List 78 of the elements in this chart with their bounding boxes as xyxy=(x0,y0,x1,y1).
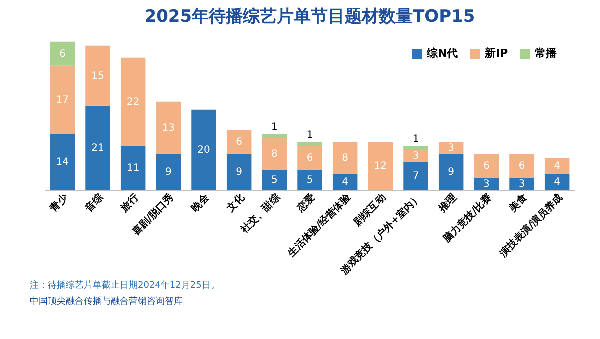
data-label: 5 xyxy=(306,174,314,186)
data-label: 6 xyxy=(236,136,243,148)
bar xyxy=(226,154,252,190)
x-tick-label: 晚会 xyxy=(189,191,212,214)
data-label: 6 xyxy=(483,160,490,172)
data-label: 20 xyxy=(198,144,210,156)
bar xyxy=(192,110,216,190)
bar xyxy=(474,178,500,190)
text: 注：待播综艺片单截止日期2024年12月25日。 xyxy=(30,280,220,291)
bar xyxy=(510,178,534,190)
x-tick-label: 音综 xyxy=(82,191,106,216)
data-label: 4 xyxy=(554,160,561,172)
text: 中国顶尖融合传播与融合营销咨询智库 xyxy=(30,296,183,307)
data-label: 17 xyxy=(56,94,70,106)
data-label: 3 xyxy=(412,150,420,162)
bar xyxy=(544,174,570,190)
bar xyxy=(404,150,428,162)
bar xyxy=(298,142,322,146)
x-tick-label: 推理 xyxy=(436,192,460,216)
bar xyxy=(262,138,288,170)
bar xyxy=(404,146,428,150)
data-label: 5 xyxy=(271,174,278,186)
data-label: 6 xyxy=(59,48,66,60)
bar xyxy=(298,146,322,170)
data-label: 1 xyxy=(306,130,314,141)
data-label: 22 xyxy=(126,96,140,108)
x-tick-label: 美食 xyxy=(506,192,530,216)
bar xyxy=(226,130,252,154)
data-label: 13 xyxy=(162,122,176,134)
bar xyxy=(262,134,288,138)
bar xyxy=(156,102,182,154)
bar xyxy=(544,158,570,174)
bar xyxy=(156,154,182,190)
bar xyxy=(50,66,76,134)
x-tick-label: 恋爱 xyxy=(294,192,318,216)
data-label: 15 xyxy=(92,70,104,82)
legend-label: 常播 xyxy=(535,47,558,60)
x-tick-label: 文化 xyxy=(224,191,248,216)
data-label: 7 xyxy=(412,170,420,182)
bar xyxy=(438,142,464,154)
bar xyxy=(368,142,394,190)
data-label: 1 xyxy=(271,122,278,133)
data-label: 6 xyxy=(518,160,526,172)
bar xyxy=(262,170,288,190)
bar xyxy=(86,46,110,106)
bar xyxy=(298,170,322,190)
bar xyxy=(50,42,76,66)
legend-label: 综N代 xyxy=(426,47,458,60)
data-label: 14 xyxy=(56,156,70,168)
data-label: 9 xyxy=(236,166,243,178)
data-label: 9 xyxy=(448,166,455,178)
x-tick-label: 旅行 xyxy=(118,192,142,216)
bar xyxy=(120,146,146,190)
bar xyxy=(474,154,500,178)
data-label: 11 xyxy=(126,162,140,174)
data-label: 4 xyxy=(554,176,561,188)
data-label: 3 xyxy=(483,178,490,190)
bar xyxy=(510,154,534,178)
data-label: 9 xyxy=(165,166,172,178)
data-label: 21 xyxy=(92,142,104,154)
data-label: 8 xyxy=(271,148,278,160)
chart-title: 2025年待播综艺片单节目题材数量TOP15 xyxy=(144,7,476,27)
data-label: 6 xyxy=(306,152,314,164)
bar xyxy=(438,154,464,190)
data-label: 3 xyxy=(518,178,526,190)
bar xyxy=(332,174,358,190)
legend-label: 新IP xyxy=(484,47,508,60)
bar xyxy=(404,162,428,190)
bar xyxy=(120,58,146,146)
bar xyxy=(50,134,76,190)
data-label: 4 xyxy=(342,176,349,188)
bar xyxy=(332,142,358,174)
data-label: 3 xyxy=(448,142,455,154)
data-label: 1 xyxy=(412,134,420,145)
data-label: 8 xyxy=(342,152,349,164)
bar xyxy=(86,106,110,190)
x-tick-label: 青少 xyxy=(47,191,72,216)
data-label: 12 xyxy=(374,160,388,172)
